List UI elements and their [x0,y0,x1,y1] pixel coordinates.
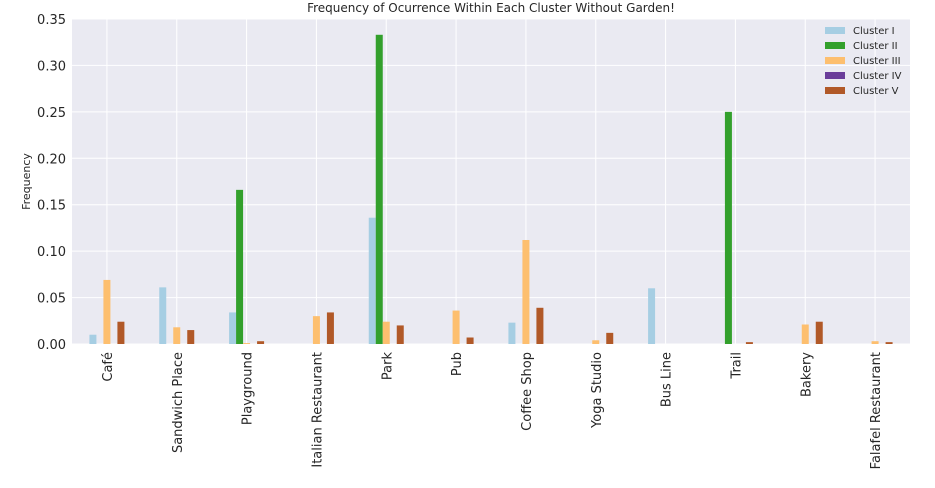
bar-cluster-iii-4 [382,321,390,344]
x-tick-label: Pub [450,352,465,376]
bar-cluster-v-7 [606,332,614,344]
bars [89,34,893,345]
y-tick-label: 0.10 [37,245,66,260]
bar-cluster-i-2 [229,312,237,344]
bar-cluster-v-0 [117,321,125,344]
y-tick-label: 0.20 [37,152,66,167]
bar-cluster-ii-9 [724,111,732,344]
legend-label: Cluster IV [853,71,902,82]
grid-lines [72,18,910,345]
y-tick-label: 0.25 [37,106,66,121]
bar-cluster-ii-2 [236,189,244,344]
bar-cluster-v-9 [745,342,753,344]
bar-cluster-iii-11 [871,341,879,344]
legend-swatch [825,57,845,64]
bar-cluster-iii-2 [243,343,251,344]
bar-cluster-i-8 [648,288,656,344]
bar-cluster-i-4 [368,217,376,344]
bar-cluster-v-2 [257,341,265,344]
bar-cluster-iii-0 [103,279,111,344]
x-tick-label: Bus Line [660,352,675,407]
bar-cluster-v-10 [815,321,823,344]
bar-cluster-iii-6 [522,240,530,344]
x-tick-label: Trail [729,352,744,380]
bar-cluster-i-6 [508,322,516,344]
legend-swatch [825,72,845,79]
bar-cluster-iii-3 [312,316,320,344]
bar-cluster-v-11 [885,342,893,344]
y-axis-label: Frequency [20,153,33,210]
x-tick-label: Yoga Studio [590,352,605,429]
bar-cluster-iii-5 [452,310,460,344]
bar-cluster-v-1 [187,330,195,344]
x-tick-label: Sandwich Place [171,352,186,453]
bar-cluster-iii-10 [801,324,809,344]
bar-cluster-v-3 [326,312,334,344]
legend: Cluster I Cluster II Cluster III Cluster IV… [825,26,902,97]
bar-cluster-ii-4 [375,34,383,345]
bar-cluster-v-4 [396,325,404,344]
y-tick-label: 0.00 [37,338,66,353]
y-axis-ticks: 0.00 0.05 0.10 0.15 0.20 0.25 0.30 0.35 [37,13,66,353]
bar-cluster-iii-7 [592,340,600,344]
x-tick-label: Café [101,352,116,382]
bar-cluster-v-6 [536,307,544,344]
x-tick-label: Bakery [799,352,814,397]
legend-label: Cluster III [853,56,901,67]
legend-label: Cluster I [853,26,895,37]
y-tick-label: 0.05 [37,292,66,307]
bar-cluster-iii-1 [173,327,181,344]
x-tick-label: Playground [241,352,256,425]
bar-cluster-i-1 [159,287,167,344]
bar-cluster-v-5 [466,337,474,344]
x-tick-label: Park [380,352,395,381]
y-tick-label: 0.30 [37,59,66,74]
legend-swatch [825,42,845,49]
x-axis-ticks: Café Sandwich Place Playground Italian Rest… [101,352,884,470]
chart-title: Frequency of Ocurrence Within Each Clust… [307,1,675,15]
x-tick-label: Italian Restaurant [310,352,325,468]
x-tick-label: Coffee Shop [520,352,535,431]
legend-swatch [825,27,845,34]
legend-swatch [825,87,845,94]
bar-cluster-i-0 [89,334,97,344]
legend-label: Cluster V [853,86,899,97]
y-tick-label: 0.15 [37,199,66,214]
plot-area [72,19,910,344]
legend-label: Cluster II [853,41,898,52]
y-tick-label: 0.35 [37,13,66,28]
x-tick-label: Falafel Restaurant [869,352,884,469]
